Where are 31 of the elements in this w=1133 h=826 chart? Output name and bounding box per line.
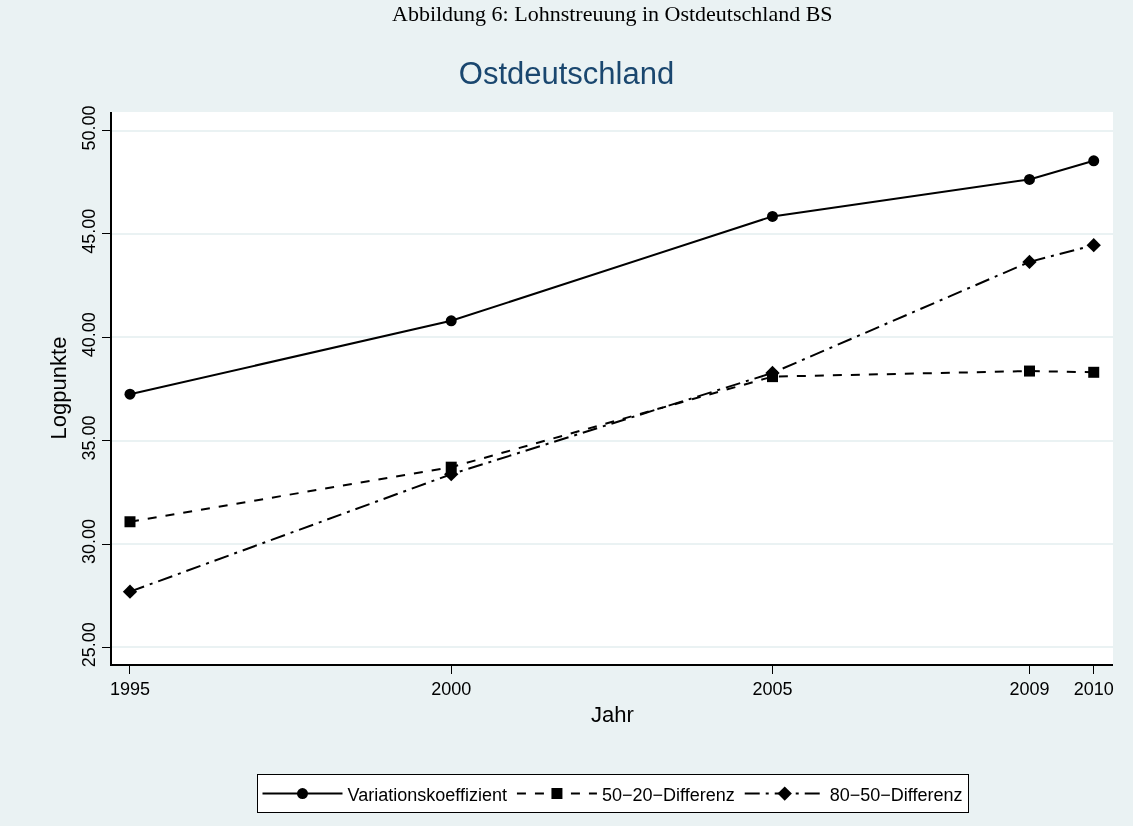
point <box>1022 254 1037 270</box>
x-tick-label: 1995 <box>109 679 151 700</box>
y-tick-label: 30.00 <box>79 518 100 564</box>
point <box>1086 237 1101 253</box>
y-tick-label: 35.00 <box>79 415 100 461</box>
legend-label: Variationskoeffizient <box>347 784 507 805</box>
y-axis-title: Logpunkte <box>46 336 72 440</box>
point <box>445 315 457 327</box>
point <box>766 210 778 222</box>
point <box>1088 366 1100 378</box>
x-tick-label: 2009 <box>1009 679 1050 700</box>
point <box>445 461 457 473</box>
legend-label: 50−20−Differenz <box>601 784 735 805</box>
text: Abbildung 6: Lohnstreuung in Ostdeutschland BS <box>392 1 833 26</box>
y-tick-label: 40.00 <box>79 312 100 358</box>
x-tick-label: 2010 <box>1073 679 1114 700</box>
y-tick-label: 45.00 <box>79 208 100 254</box>
x-axis-title: Jahr <box>591 701 634 727</box>
point <box>122 584 138 599</box>
y-tick-label: 25.00 <box>79 622 100 668</box>
point <box>766 371 778 383</box>
point <box>124 388 136 400</box>
point <box>1088 155 1100 167</box>
legend-label: 80−50−Differenz <box>829 784 963 805</box>
point <box>124 516 136 528</box>
point <box>1023 173 1035 185</box>
point <box>1023 365 1035 377</box>
x-tick-label: 2000 <box>431 679 472 700</box>
y-tick-label: 50.00 <box>79 105 100 151</box>
x-tick-label: 2005 <box>752 679 793 700</box>
chart-title: Ostdeutschland <box>458 55 675 91</box>
